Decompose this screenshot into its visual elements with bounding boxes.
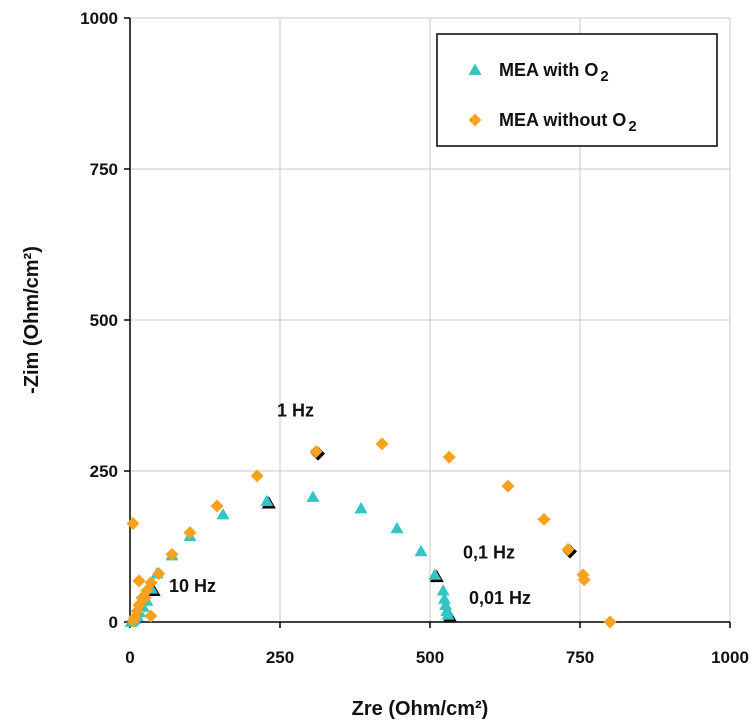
data-point-diamond bbox=[144, 609, 158, 623]
x-tick-label: 750 bbox=[566, 648, 594, 667]
data-point-diamond bbox=[375, 437, 389, 451]
data-point-diamond bbox=[165, 547, 179, 561]
data-point-diamond bbox=[138, 591, 152, 605]
data-point-triangle bbox=[306, 490, 320, 502]
y-tick-label: 1000 bbox=[80, 9, 118, 28]
data-point-triangle bbox=[437, 592, 451, 604]
data-point-diamond bbox=[126, 517, 140, 531]
data-point-triangle bbox=[441, 608, 455, 620]
y-tick-label: 750 bbox=[90, 160, 118, 179]
data-point-diamond bbox=[561, 543, 575, 557]
data-point-triangle bbox=[390, 521, 404, 534]
x-tick-label: 250 bbox=[266, 648, 294, 667]
data-point-diamond bbox=[501, 479, 515, 493]
data-point-diamond bbox=[210, 499, 224, 513]
y-axis-title: -Zim (Ohm/cm²) bbox=[21, 246, 43, 394]
y-tick-label: 250 bbox=[90, 462, 118, 481]
legend-marker bbox=[468, 113, 482, 127]
data-points bbox=[124, 437, 617, 629]
data-point-diamond bbox=[132, 574, 146, 588]
frequency-annotation: 0,01 Hz bbox=[469, 588, 531, 608]
x-tick-label: 1000 bbox=[711, 648, 749, 667]
y-tick-label: 0 bbox=[109, 613, 118, 632]
data-point-diamond bbox=[250, 469, 264, 483]
data-point-diamond bbox=[603, 615, 617, 629]
legend-box bbox=[436, 33, 718, 147]
frequency-annotation: 1 Hz bbox=[277, 401, 314, 421]
data-point-triangle bbox=[260, 494, 274, 507]
data-point-diamond bbox=[144, 576, 158, 590]
data-point-diamond bbox=[309, 445, 323, 459]
x-tick-label: 500 bbox=[416, 648, 444, 667]
frequency-annotation: 0,1 Hz bbox=[463, 543, 515, 563]
data-point-diamond bbox=[577, 573, 591, 587]
legend-marker bbox=[468, 63, 482, 75]
x-tick-label: 0 bbox=[125, 648, 134, 667]
data-point-triangle bbox=[428, 568, 442, 580]
x-axis-title: Zre (Ohm/cm²) bbox=[352, 698, 489, 720]
tick-labels: 0 250 500 750 1000 0 250 500 750 1000 bbox=[80, 9, 749, 667]
data-point-triangle bbox=[436, 584, 450, 596]
data-point-diamond bbox=[183, 526, 197, 540]
annotations: 1 Hz 10 Hz 0,1 Hz 0,01 Hz bbox=[169, 401, 531, 608]
frequency-annotation: 10 Hz bbox=[169, 576, 216, 596]
data-point-diamond bbox=[537, 512, 551, 526]
data-point-diamond bbox=[442, 450, 456, 464]
data-point-diamond bbox=[152, 567, 166, 581]
data-point-triangle bbox=[414, 544, 428, 557]
data-point-triangle bbox=[216, 507, 230, 520]
data-point-triangle bbox=[354, 501, 368, 514]
y-tick-label: 500 bbox=[90, 311, 118, 330]
data-point-triangle bbox=[439, 598, 453, 610]
